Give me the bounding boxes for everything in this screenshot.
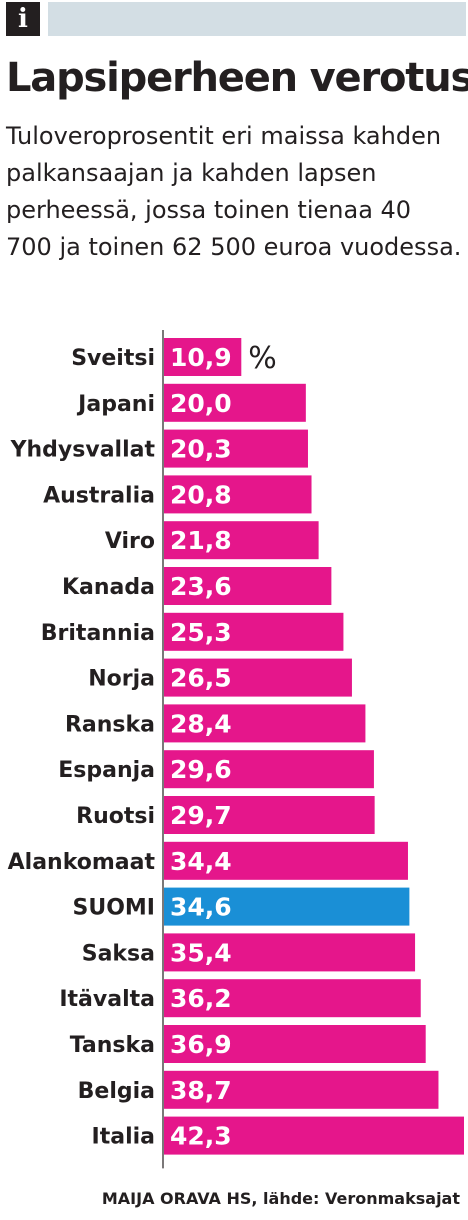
bar [164, 841, 408, 880]
bar [164, 383, 306, 422]
value-label: 42,3 [170, 1122, 232, 1151]
category-label: Tanska [70, 1033, 155, 1058]
category-label: Kanada [62, 575, 155, 600]
category-label: Italia [92, 1125, 155, 1150]
source-credit: MAIJA ORAVA HS, lähde: Veronmaksajat [101, 1189, 460, 1208]
bar [164, 521, 319, 560]
bar [164, 750, 374, 789]
bar [164, 658, 352, 697]
value-label: 28,4 [170, 709, 232, 738]
value-label: 35,4 [170, 938, 232, 967]
chart-subtitle: Tuloveroprosentit eri maissa kahden palk… [6, 122, 462, 261]
category-label: Itävalta [59, 987, 155, 1012]
bar [164, 475, 312, 514]
category-label: Ranska [65, 712, 155, 737]
value-label: 20,3 [170, 435, 232, 464]
value-label: 29,7 [170, 801, 232, 830]
category-label: Australia [43, 483, 155, 508]
value-label: 36,9 [170, 1030, 232, 1059]
value-label: 26,5 [170, 664, 232, 693]
value-label: 20,0 [170, 389, 232, 418]
bar [164, 612, 344, 651]
bar [164, 567, 332, 605]
value-label: 25,3 [170, 618, 232, 647]
category-label: Espanja [58, 758, 155, 783]
value-label: 21,8 [170, 526, 232, 555]
bar [164, 704, 366, 743]
category-label: Alankomaat [8, 850, 156, 875]
chart-title: Lapsiperheen verotus [6, 55, 468, 101]
value-label: 10,9 [170, 343, 232, 372]
bar [164, 979, 421, 1018]
category-label: Viro [105, 529, 155, 554]
bar [164, 338, 242, 376]
bar-highlight [164, 887, 410, 926]
value-label: 20,8 [170, 480, 232, 509]
bar [164, 1025, 426, 1063]
value-label: 36,2 [170, 984, 232, 1013]
category-label: Britannia [41, 621, 155, 646]
category-label: Norja [88, 667, 155, 692]
category-label: Ruotsi [76, 804, 155, 829]
value-label: 34,4 [170, 847, 232, 876]
bar-chart: Sveitsi 10,9 % Japani 20,0 Yhdysvallat 20,3 Aus… [8, 330, 464, 1169]
value-label: 29,6 [170, 755, 232, 784]
category-label: Japani [76, 392, 155, 417]
unit-label: % [248, 341, 277, 376]
category-label: Sveitsi [71, 346, 155, 371]
bar [164, 933, 416, 972]
value-label: 38,7 [170, 1076, 232, 1105]
value-label: 23,6 [170, 572, 232, 601]
category-label: Saksa [82, 941, 155, 966]
category-label: SUOMI [73, 896, 156, 921]
value-label: 34,6 [170, 893, 232, 922]
info-icon: i [6, 2, 40, 36]
header-band [48, 2, 466, 36]
bar [164, 1116, 464, 1155]
bar [164, 796, 375, 834]
category-label: Belgia [78, 1079, 155, 1104]
bar [164, 429, 308, 468]
bar [164, 1070, 439, 1109]
category-label: Yhdysvallat [10, 438, 156, 463]
